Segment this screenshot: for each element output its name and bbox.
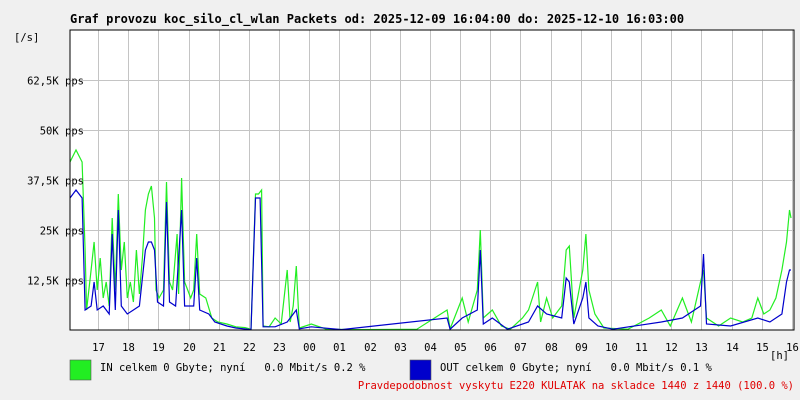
x-tick-label: 06 [484, 342, 497, 354]
x-tick-label: 16 [786, 342, 799, 354]
x-tick-label: 09 [575, 342, 588, 354]
x-tick-label: 08 [545, 342, 558, 354]
y-ticks: 12,5K pps 25K pps 37,5K pps 50K pps 62,5K pp… [27, 76, 84, 288]
y-tick-label: 50K pps [40, 126, 84, 138]
y-tick-label: 62,5K pps [27, 76, 84, 88]
x-tick-label: 18 [122, 342, 135, 354]
footer-note: Pravdepodobnost vyskytu E220 KULATAK na … [358, 380, 794, 392]
legend-swatch-0 [69, 359, 92, 381]
x-tick-label: 21 [213, 342, 226, 354]
x-tick-label: 23 [273, 342, 286, 354]
legend-swatch-1 [409, 359, 432, 381]
y-tick-label: 12,5K pps [27, 276, 84, 288]
chart-title: Graf provozu koc_silo_cl_wlan Packets od… [70, 12, 684, 27]
y-tick-label: 37,5K pps [27, 176, 84, 188]
legend-label-0: IN celkem 0 Gbyte; nyní 0.0 Mbit/s 0.2 % [100, 362, 366, 374]
x-tick-label: 15 [756, 342, 769, 354]
x-tick-label: 01 [333, 342, 346, 354]
x-tick-label: 12 [665, 342, 678, 354]
x-tick-label: 22 [243, 342, 256, 354]
y-unit-label: [/s] [14, 32, 39, 44]
series-layer [69, 148, 792, 332]
x-ticks: 17 18 19 20 21 22 23 00 01 02 03 04 05 06 07 08 09 10 11 12… [92, 342, 799, 354]
legend: IN celkem 0 Gbyte; nyní 0.0 Mbit/s 0.2 %… [69, 359, 713, 381]
x-tick-label: 20 [183, 342, 196, 354]
x-tick-label: 07 [514, 342, 527, 354]
x-tick-label: 13 [695, 342, 708, 354]
x-tick-label: 17 [92, 342, 105, 354]
y-tick-label: 25K pps [40, 226, 84, 238]
x-unit-label: [h] [770, 350, 789, 362]
x-tick-label: 11 [635, 342, 648, 354]
x-tick-label: 14 [726, 342, 739, 354]
x-tick-label: 00 [303, 342, 316, 354]
x-tick-label: 10 [605, 342, 618, 354]
x-tick-label: 05 [454, 342, 467, 354]
plot-border [69, 29, 795, 331]
series-line-1 [69, 189, 791, 331]
x-tick-label: 03 [394, 342, 407, 354]
x-tick-label: 19 [152, 342, 165, 354]
x-tick-label: 04 [424, 342, 437, 354]
x-tick-label: 02 [364, 342, 377, 354]
legend-label-1: OUT celkem 0 Gbyte; nyní 0.0 Mbit/s 0.1 … [440, 362, 713, 374]
